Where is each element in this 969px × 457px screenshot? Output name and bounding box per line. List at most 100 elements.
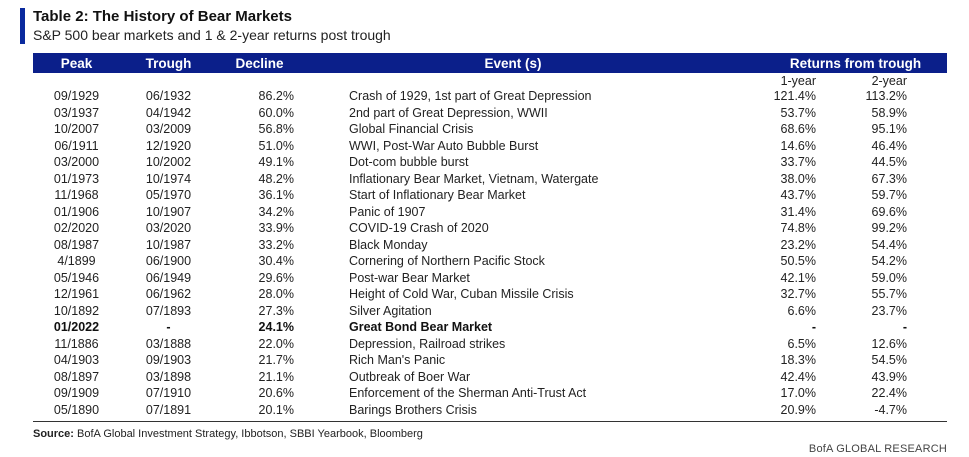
bear-markets-table: Peak Trough Decline Event (s) Returns fr… (33, 53, 947, 418)
header-event: Event (s) (302, 53, 724, 73)
cell-peak: 05/1946 (53, 270, 100, 285)
cell-return-1-year: 31.4% (780, 204, 816, 219)
cell-event: Enforcement of the Sherman Anti-Trust Ac… (349, 386, 587, 401)
cell-trough: 04/1942 (145, 105, 192, 120)
cell-return-2-year: 22.4% (871, 386, 907, 401)
cell-peak: 4/1899 (57, 254, 96, 269)
cell-decline: 27.3% (258, 303, 294, 318)
table-row: 03/2000 10/2002 49.1% Dot-com bubble burst 3… (33, 154, 947, 171)
cell-decline: 34.2% (258, 204, 294, 219)
cell-trough: 06/1932 (145, 89, 192, 104)
cell-return-1-year: 23.2% (780, 237, 816, 252)
cell-event: Start of Inflationary Bear Market (349, 188, 526, 203)
cell-return-1-year: 20.9% (780, 402, 816, 417)
cell-decline: 30.4% (258, 254, 294, 269)
cell-peak: 01/1973 (53, 171, 100, 186)
table-row: 4/1899 06/1900 30.4% Cornering of Northern … (33, 253, 947, 270)
table-row: 09/1929 06/1932 86.2% Crash of 1929, 1st pa… (33, 88, 947, 105)
cell-return-2-year: 67.3% (871, 171, 907, 186)
cell-return-1-year: 50.5% (780, 254, 816, 269)
cell-trough: 03/2020 (145, 221, 192, 236)
cell-trough: 03/2009 (145, 122, 192, 137)
table-row: 01/2022 - 24.1% Great Bond Bear Market - - (33, 319, 947, 336)
cell-peak: 10/2007 (53, 122, 100, 137)
table-row: 05/1946 06/1949 29.6% Post-war Bear Market 4… (33, 270, 947, 287)
cell-return-2-year: - (902, 320, 907, 335)
cell-return-2-year: 69.6% (871, 204, 907, 219)
table-row: 10/1892 07/1893 27.3% Silver Agitation 6.6% 2… (33, 303, 947, 320)
header-trough: Trough (120, 53, 217, 73)
cell-return-2-year: 43.9% (871, 369, 907, 384)
cell-trough: 07/1891 (145, 402, 192, 417)
cell-decline: 36.1% (258, 188, 294, 203)
table-row: 04/1903 09/1903 21.7% Rich Man's Panic 18.3%… (33, 352, 947, 369)
cell-event: WWI, Post-War Auto Bubble Burst (349, 138, 539, 153)
table-body: 1-year 2-year 09/1929 06/1932 86.2% Crash o… (33, 73, 947, 418)
cell-event: Panic of 1907 (349, 204, 426, 219)
cell-peak: 04/1903 (53, 353, 100, 368)
cell-event: Global Financial Crisis (349, 122, 474, 137)
source-note: Source: BofA Global Investment Strategy,… (33, 428, 423, 440)
cell-return-2-year: 12.6% (871, 336, 907, 351)
cell-peak: 09/1909 (53, 386, 100, 401)
cell-event: Dot-com bubble burst (349, 155, 469, 170)
cell-trough: 05/1970 (145, 188, 192, 203)
cell-event: Silver Agitation (349, 303, 432, 318)
table-row: 08/1987 10/1987 33.2% Black Monday 23.2% 54.4… (33, 237, 947, 254)
cell-decline: 20.1% (258, 402, 294, 417)
cell-return-1-year: 17.0% (780, 386, 816, 401)
table-row: 01/1906 10/1907 34.2% Panic of 1907 31.4% 69.… (33, 204, 947, 221)
cell-event: 2nd part of Great Depression, WWII (349, 105, 548, 120)
cell-return-1-year: 18.3% (780, 353, 816, 368)
cell-trough: 06/1949 (145, 270, 192, 285)
table-row: 10/2007 03/2009 56.8% Global Financial Cris… (33, 121, 947, 138)
cell-return-1-year: 53.7% (780, 105, 816, 120)
cell-return-2-year: 113.2% (865, 89, 907, 104)
cell-event: Height of Cold War, Cuban Missile Crisis (349, 287, 574, 302)
cell-return-1-year: 74.8% (780, 221, 816, 236)
cell-trough: 10/1987 (145, 237, 192, 252)
cell-return-2-year: 54.2% (871, 254, 907, 269)
subheader-row: 1-year 2-year (33, 73, 947, 88)
cell-peak: 03/2000 (53, 155, 100, 170)
cell-return-2-year: 59.7% (871, 188, 907, 203)
cell-event: Cornering of Northern Pacific Stock (349, 254, 545, 269)
table-row: 09/1909 07/1910 20.6% Enforcement of the Sh… (33, 385, 947, 402)
table-row: 05/1890 07/1891 20.1% Barings Brothers Cris… (33, 402, 947, 419)
header-peak: Peak (33, 53, 120, 73)
cell-peak: 02/2020 (53, 221, 100, 236)
cell-return-2-year: 54.4% (871, 237, 907, 252)
cell-event: Great Bond Bear Market (349, 320, 493, 335)
cell-decline: 33.2% (258, 237, 294, 252)
source-label: Source: (33, 428, 74, 440)
table-subtitle: S&P 500 bear markets and 1 & 2-year retu… (33, 27, 391, 43)
cell-trough: 03/1888 (145, 336, 192, 351)
cell-trough: 10/1907 (145, 204, 192, 219)
cell-peak: 08/1897 (53, 369, 100, 384)
cell-return-1-year: 38.0% (780, 171, 816, 186)
cell-event: COVID-19 Crash of 2020 (349, 221, 489, 236)
cell-peak: 05/1890 (53, 402, 100, 417)
cell-return-1-year: 6.5% (787, 336, 817, 351)
cell-event: Crash of 1929, 1st part of Great Depress… (349, 89, 592, 104)
cell-event: Barings Brothers Crisis (349, 402, 477, 417)
header-returns-from-trough: Returns from trough (724, 53, 947, 73)
cell-trough: 03/1898 (145, 369, 192, 384)
table-row: 06/1911 12/1920 51.0% WWI, Post-War Auto Bu… (33, 138, 947, 155)
cell-return-1-year: 6.6% (787, 303, 817, 318)
cell-return-2-year: 55.7% (871, 287, 907, 302)
cell-return-2-year: 59.0% (871, 270, 907, 285)
cell-event: Depression, Railroad strikes (349, 336, 506, 351)
cell-decline: 60.0% (258, 105, 294, 120)
cell-peak: 08/1987 (53, 237, 100, 252)
table-row: 11/1886 03/1888 22.0% Depression, Railroad … (33, 336, 947, 353)
cell-event: Rich Man's Panic (349, 353, 446, 368)
cell-return-1-year: 14.6% (780, 138, 816, 153)
cell-event: Post-war Bear Market (349, 270, 470, 285)
cell-peak: 06/1911 (54, 138, 99, 153)
cell-return-2-year: 44.5% (871, 155, 907, 170)
cell-return-2-year: 23.7% (871, 303, 907, 318)
cell-return-1-year: 43.7% (780, 188, 816, 203)
cell-peak: 03/1937 (53, 105, 100, 120)
cell-decline: 21.7% (258, 353, 294, 368)
